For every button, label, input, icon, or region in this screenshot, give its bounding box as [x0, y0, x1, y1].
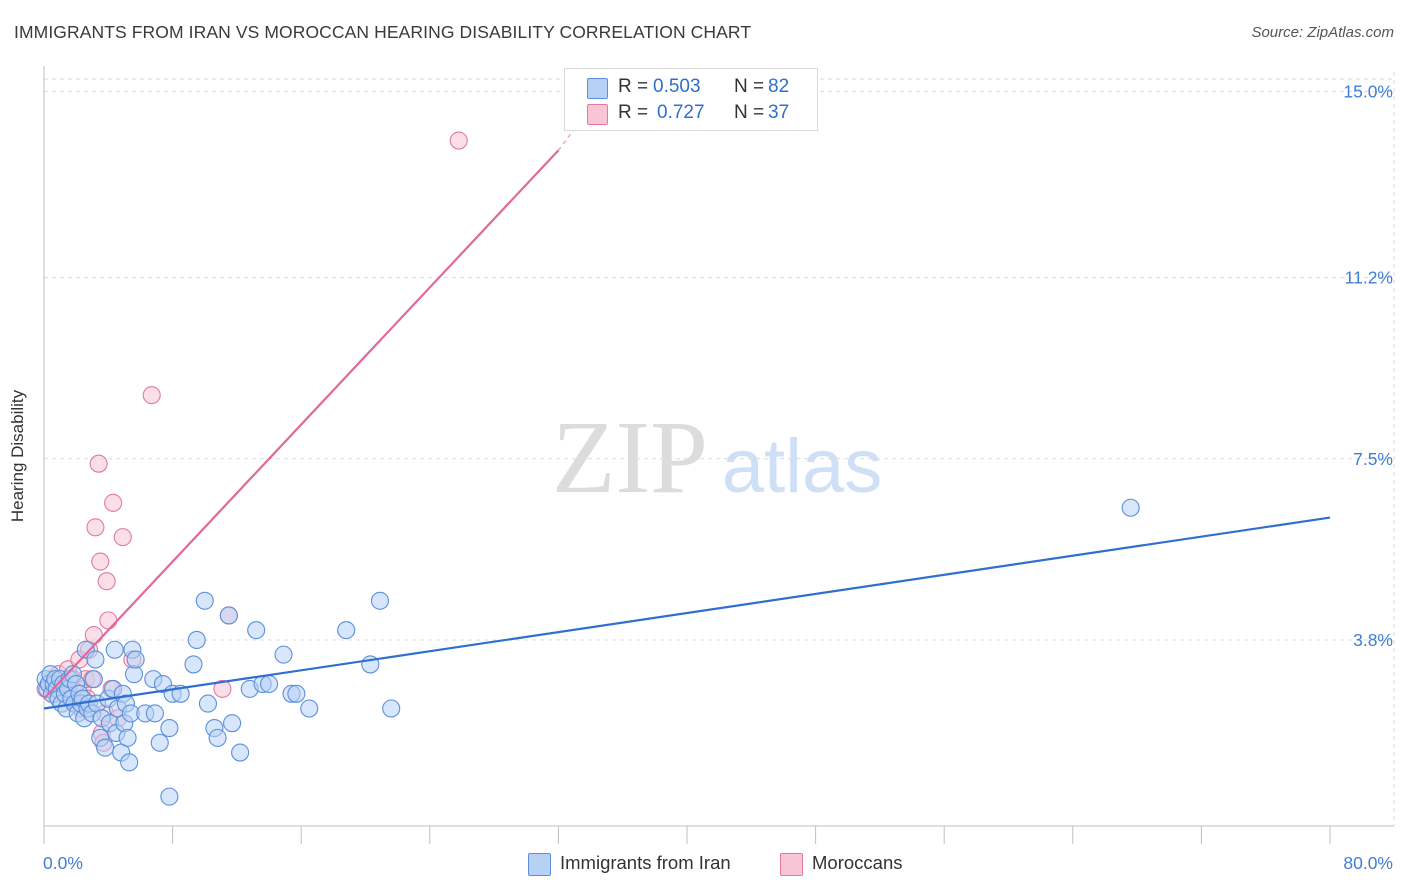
source-label: Source: ZipAtlas.com — [1251, 24, 1394, 41]
iran-point — [160, 719, 179, 738]
iran-point — [198, 694, 218, 713]
legend-r-label: R = — [618, 102, 649, 123]
legend-n-value: 82 — [768, 76, 790, 97]
tick-labels: 3.8% 7.5% 11.2% 15.0% 0.0% 80.0% — [43, 82, 1393, 873]
watermark: ZIP atlas — [552, 400, 882, 515]
morocco-point — [104, 493, 123, 512]
iran-point — [105, 640, 124, 659]
morocco-point — [86, 518, 105, 537]
legend-r-label: R = — [618, 76, 649, 97]
iran-point — [126, 650, 145, 669]
iran-point — [145, 704, 164, 723]
morocco-point — [89, 454, 108, 473]
iran-point — [247, 621, 266, 640]
y-tick-label: 7.5% — [1353, 449, 1393, 469]
iran-point — [160, 787, 179, 806]
iran-point — [382, 699, 401, 718]
iran-point — [1121, 498, 1140, 517]
iran-point — [184, 655, 203, 674]
legend-n-label: N = — [734, 102, 765, 123]
legend-n-value: 37 — [768, 102, 790, 123]
iran-point — [223, 714, 242, 733]
iran-point — [96, 738, 115, 757]
legend-swatch-morocco — [587, 104, 608, 125]
iran-point — [118, 728, 137, 747]
morocco-point — [91, 552, 110, 571]
morocco-point — [113, 528, 132, 547]
legend-swatch-iran — [587, 78, 608, 99]
iran-point — [337, 621, 356, 640]
axes — [43, 66, 1394, 844]
y-tick-label: 11.2% — [1345, 268, 1393, 288]
morocco-point — [142, 386, 161, 405]
iran-point — [300, 699, 319, 718]
iran-point — [287, 684, 306, 703]
legend-n-label: N = — [734, 76, 765, 97]
legend-r-value: 0.503 — [653, 76, 701, 97]
watermark-atlas: atlas — [722, 424, 883, 509]
iran-point — [84, 670, 103, 689]
chart-title: IMMIGRANTS FROM IRAN VS MOROCCAN HEARING… — [14, 22, 752, 42]
iran-trend-line — [43, 516, 1331, 710]
x-tick-label: 80.0% — [1343, 853, 1393, 873]
morocco-point — [97, 572, 116, 591]
iran-point — [208, 728, 227, 747]
x-tick-label: 0.0% — [43, 853, 83, 873]
morocco-point — [99, 611, 118, 630]
bottom-legend-swatch-morocco — [780, 853, 803, 876]
iran-point — [150, 733, 169, 752]
correlation-legend: R = 0.503 N = 82 R = 0.727 N = 37 — [564, 68, 818, 131]
watermark-zip: ZIP — [552, 400, 708, 515]
grid-lines — [44, 72, 1395, 826]
bottom-legend-label-morocco: Moroccans — [812, 852, 903, 873]
iran-point — [219, 606, 238, 625]
iran-point — [195, 591, 214, 610]
morocco-trend-line — [43, 149, 560, 700]
iran-point — [370, 591, 390, 610]
iran-point — [274, 645, 293, 664]
iran-point — [120, 753, 139, 772]
morocco-point — [449, 131, 468, 150]
iran-point — [86, 650, 105, 669]
y-axis-label: Hearing Disability — [8, 389, 27, 523]
series-immigrants-from-iran — [36, 498, 1140, 806]
y-tick-label: 15.0% — [1343, 82, 1393, 102]
iran-point — [231, 743, 250, 762]
iran-point — [187, 630, 206, 649]
bottom-legend-label-iran: Immigrants from Iran — [560, 852, 731, 873]
iran-point — [259, 674, 279, 694]
y-tick-label: 3.8% — [1353, 630, 1393, 650]
bottom-legend-swatch-iran — [528, 853, 551, 876]
legend-r-value: 0.727 — [657, 102, 705, 123]
morocco-point — [213, 679, 232, 698]
